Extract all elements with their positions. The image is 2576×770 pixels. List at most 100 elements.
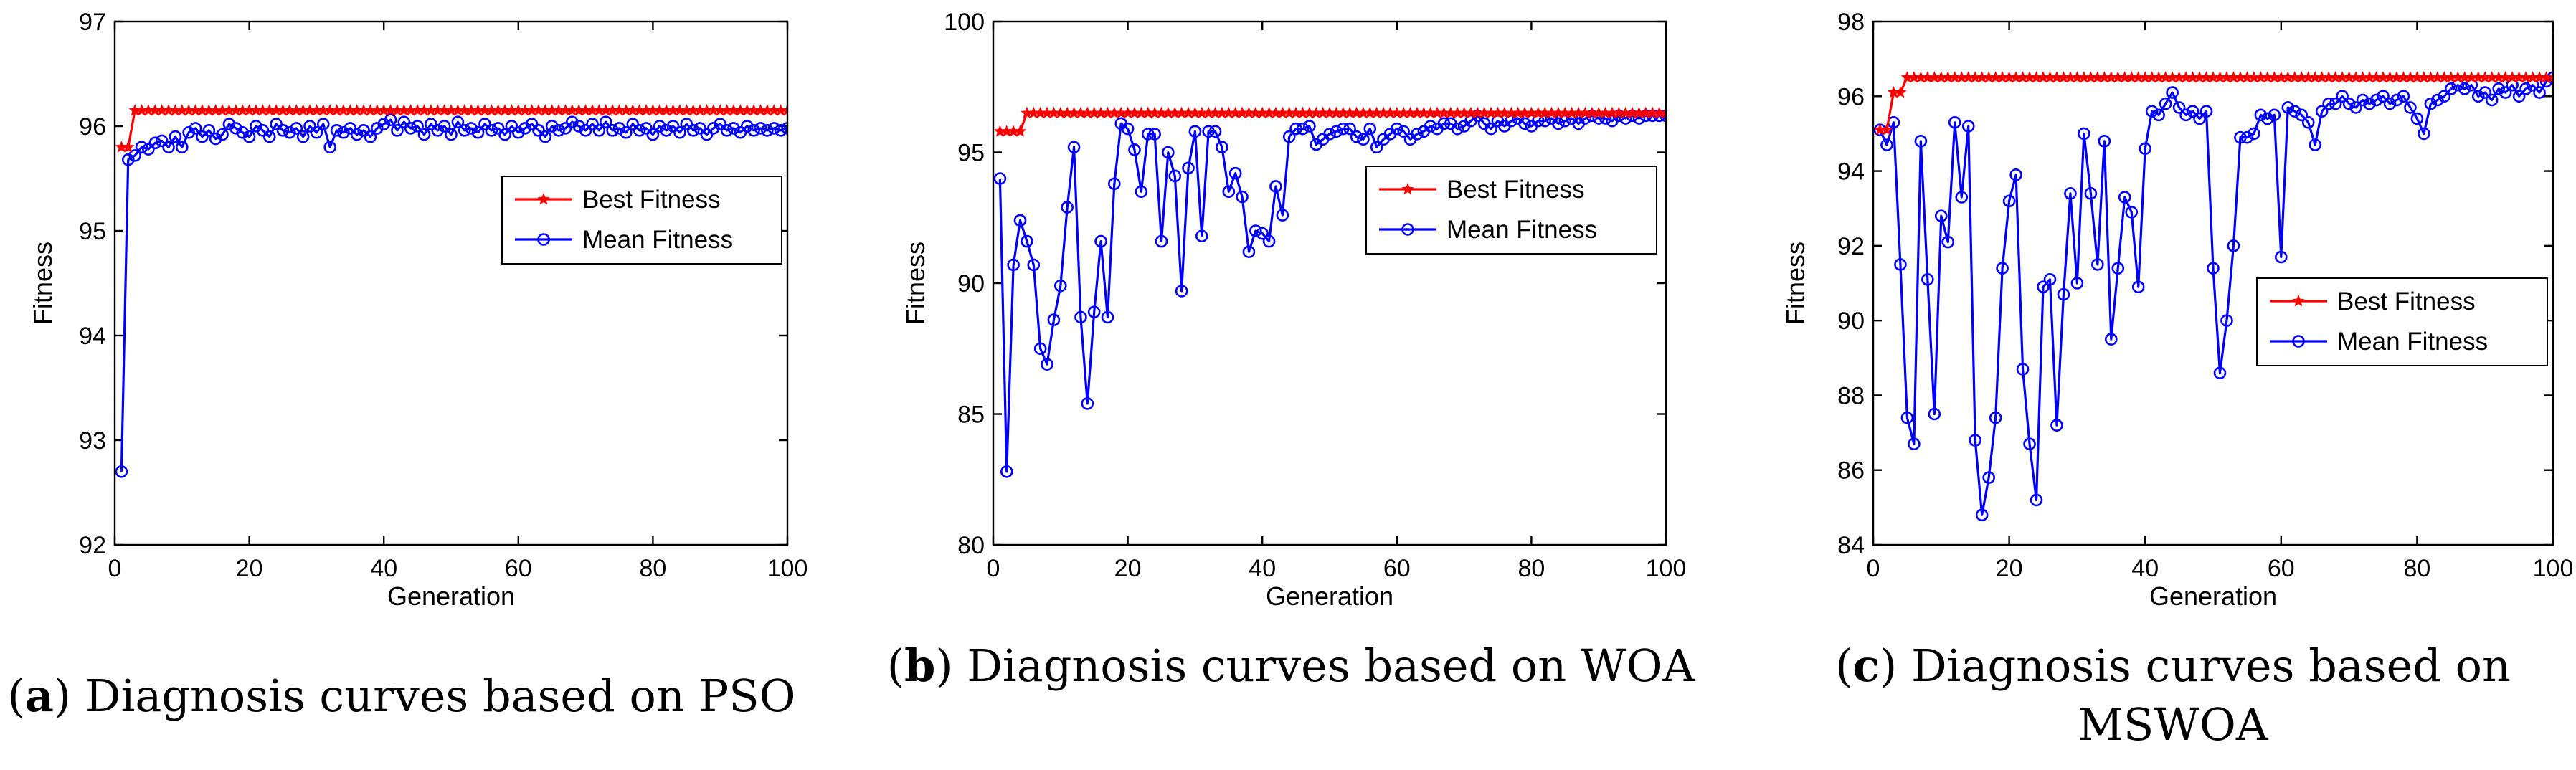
- panel-a-mean-point-31: [316, 118, 330, 130]
- panel-c-mean-point-68: [2329, 97, 2342, 110]
- panel-a-y-axis-label: Fitness: [28, 242, 57, 325]
- panel-c-mean-point-15: [1969, 434, 1981, 447]
- panel-c-mean-point-89: [2471, 90, 2485, 103]
- panel-a-xtick-label-5: 100: [767, 555, 808, 582]
- panel-c-best-point-2: [1880, 123, 1893, 136]
- panel-a-mean-point-51: [451, 115, 465, 128]
- panel-a-mean-point-35: [344, 122, 357, 135]
- panel-a-legend-best-label: Best Fitness: [582, 186, 721, 214]
- panel-a-mean-point-85: [680, 118, 693, 130]
- panel-b-ticks: 0 20 40 60 80 100 80 85 90 95 100: [944, 9, 1686, 582]
- panel-c-mean-point-61: [2281, 101, 2295, 114]
- panel-a-mean-point-90: [714, 118, 727, 130]
- panel-c-mean-point-22: [2016, 363, 2030, 376]
- panel-b-mean-point-44: [1282, 130, 1296, 143]
- panel-c-mean-point-31: [2078, 127, 2090, 141]
- panel-a-mean-point-46: [417, 128, 431, 141]
- panel-a-mean-point-29: [303, 120, 316, 133]
- panel-b-legend-mean-marker-group: [1401, 223, 1414, 236]
- panel-c-mean-point-12: [1948, 115, 1961, 129]
- panel-a-mean-point-45: [411, 120, 424, 133]
- panel-a-ytick-label-4: 96: [79, 113, 106, 141]
- panel-c-mean-point-29: [2064, 187, 2077, 200]
- panel-c-mean-point-72: [2356, 93, 2369, 107]
- panel-b-mean-point-61: [1397, 125, 1410, 138]
- panel-a-mean-point-20: [242, 130, 256, 143]
- panel-a-mean-point-82: [660, 124, 673, 137]
- caption-a-label: a: [24, 670, 54, 722]
- panel-a-mean-point-41: [384, 113, 397, 127]
- panel-c-mean-point-7: [1914, 135, 1928, 148]
- caption-c-text: Diagnosis curves based on MSWOA: [1910, 640, 2511, 751]
- panel-c-mean-point-34: [2098, 135, 2111, 148]
- panel-c-mean-point-66: [2315, 105, 2329, 118]
- panel-c-ytick-label-2: 88: [1837, 382, 1865, 409]
- panel-a-mean-point-4: [135, 141, 148, 153]
- panel-a-xtick-label-2: 40: [370, 555, 397, 582]
- panel-a-mean-point-50: [445, 128, 458, 141]
- panel-a-mean-point-25: [276, 124, 290, 137]
- panel-a-mean-point-19: [236, 125, 250, 139]
- panel-a-legend-box: [501, 176, 782, 265]
- panel-b-legend-best-marker: [1401, 182, 1414, 195]
- panel-c-mean-point-42: [2152, 108, 2165, 122]
- panel-c-series: [1873, 71, 2553, 522]
- panel-c-xtick-label-1: 20: [1996, 555, 2023, 582]
- panel-a-mean-point-98: [767, 122, 781, 135]
- panel-a-legend-mean-label: Mean Fitness: [582, 226, 733, 254]
- panel-c-xtick-label-2: 40: [2131, 555, 2159, 582]
- panel-b-mean-point-46: [1296, 122, 1310, 136]
- panel-b-mean-point-5: [1021, 234, 1033, 248]
- panel-a-mean-point-5: [142, 143, 155, 156]
- panel-a-mean-point-53: [465, 122, 478, 135]
- panel-c-mean-point-47: [2186, 105, 2199, 118]
- panel-b-mean-point-84: [1552, 117, 1565, 130]
- caption-b: (b) Diagnosis curves based on WOA: [886, 640, 1695, 692]
- panel-a-mean-point-84: [673, 125, 686, 139]
- panel-a-mean-point-56: [485, 124, 498, 137]
- panel-a-mean-point-24: [270, 118, 283, 130]
- panel-c-xtick-label-3: 60: [2268, 555, 2295, 582]
- panel-b-mean-point-37: [1236, 190, 1249, 204]
- panel-b-mean-point-1: [993, 172, 1007, 185]
- panel-c-mean-point-16: [1975, 508, 1989, 522]
- panel-c-mean-point-36: [2111, 262, 2125, 275]
- panel-c-mean-point-9: [1928, 407, 1941, 421]
- panel-a-mean-point-37: [357, 124, 370, 137]
- panel-b-mean-point-4: [1013, 214, 1027, 227]
- panel-c-mean-point-63: [2295, 108, 2309, 122]
- panel-c-legend-mean-label: Mean Fitness: [2337, 328, 2488, 356]
- panel-a-mean-point-91: [720, 124, 734, 137]
- panel-a-mean-point-7: [155, 134, 169, 148]
- panel-c-mean-point-48: [2193, 112, 2206, 125]
- panel-a-mean-point-47: [425, 118, 437, 130]
- panel-c-mean-point-49: [2199, 105, 2213, 118]
- panel-b-mean-point-60: [1391, 122, 1403, 136]
- panel-c-mean-point-75: [2377, 90, 2390, 103]
- panel-c-mean-point-46: [2179, 108, 2192, 122]
- panel-c-mean-point-26: [2043, 272, 2057, 286]
- panel-c-mean-point-73: [2363, 97, 2376, 110]
- panel-c-mean-point-37: [2118, 191, 2131, 204]
- panel-b-ytick-label-0: 80: [957, 532, 985, 559]
- panel-a-legend-best: Best Fitness: [515, 186, 721, 214]
- panel-c-mean-point-62: [2288, 105, 2301, 118]
- panel-b-mean-point-39: [1249, 224, 1262, 237]
- panel-b-mean-point-33: [1208, 125, 1222, 138]
- panel-c-mean-point-25: [2037, 280, 2050, 294]
- panel-a-mean-point-9: [169, 130, 182, 143]
- panel-a-mean-point-75: [612, 122, 626, 135]
- panel-b-legend-best-marker-group: [1401, 182, 1414, 195]
- panel-b-mean-point-8: [1041, 358, 1053, 371]
- panel-a-xtick-label-4: 80: [639, 555, 666, 582]
- panel-c-mean-point-56: [2248, 127, 2260, 141]
- panel-c-mean-point-2: [1880, 138, 1893, 151]
- panel-b-mean-point-40: [1256, 227, 1269, 240]
- panel-c-ytick-label-3: 90: [1837, 308, 1865, 335]
- panel-a-x-axis-label: Generation: [387, 581, 515, 611]
- panel-a-mean-point-27: [290, 122, 303, 135]
- panel-a-best-point-2: [122, 141, 135, 153]
- panel-a-mean-point-67: [559, 122, 572, 135]
- panel-b-mean-point-3: [1007, 258, 1020, 272]
- panel-c-mean-point-84: [2438, 90, 2451, 103]
